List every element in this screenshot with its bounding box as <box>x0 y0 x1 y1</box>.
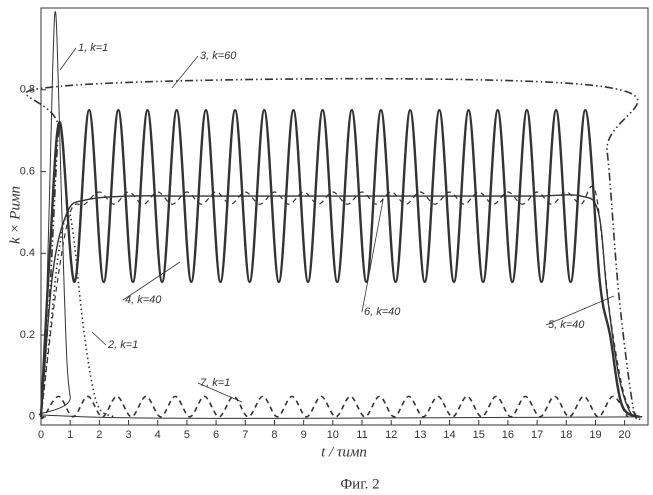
x-tick-label: 19 <box>589 429 601 441</box>
x-tick-label: 9 <box>301 429 307 441</box>
x-tick-label: 1 <box>67 429 73 441</box>
series-line <box>41 212 114 417</box>
x-tick-label: 20 <box>619 429 631 441</box>
chart: t / τимп k × Pимп Фиг. 2 012345678910111… <box>0 0 653 495</box>
series-line <box>41 396 628 418</box>
x-tick-label: 13 <box>414 429 426 441</box>
x-tick-label: 8 <box>271 429 277 441</box>
figure-caption: Фиг. 2 <box>340 476 379 492</box>
x-tick-label: 17 <box>531 429 543 441</box>
x-tick-label: 4 <box>155 429 161 441</box>
x-tick-label: 2 <box>96 429 102 441</box>
y-tick-label: 0.4 <box>20 247 35 259</box>
x-tick-label: 3 <box>125 429 131 441</box>
x-tick-label: 11 <box>356 429 367 441</box>
y-tick-label: 0.6 <box>20 165 35 177</box>
series-annotation: 6, k=40 <box>364 306 401 318</box>
series-annotation: 4, k=40 <box>125 294 162 306</box>
series-annotation: 7, k=1 <box>200 377 230 389</box>
x-tick-label: 5 <box>184 429 190 441</box>
y-tick-label: 0 <box>29 411 35 423</box>
y-axis-label: k × Pимп <box>7 186 23 244</box>
annotation-leader <box>92 332 106 345</box>
x-tick-label: 15 <box>473 429 485 441</box>
x-tick-label: 18 <box>560 429 572 441</box>
y-tick-label: 0.2 <box>20 329 35 341</box>
series-line <box>41 110 639 417</box>
annotation-leader <box>172 56 198 88</box>
x-tick-label: 0 <box>38 429 44 441</box>
series-annotation: 2, k=1 <box>107 339 138 351</box>
series-line <box>39 12 642 419</box>
series-annotation: 3, k=60 <box>200 50 237 62</box>
x-axis-label: t / τимп <box>321 444 367 460</box>
x-tick-label: 6 <box>213 429 219 441</box>
series-annotation: 1, k=1 <box>78 42 108 54</box>
x-tick-label: 12 <box>385 429 397 441</box>
x-tick-label: 10 <box>327 429 339 441</box>
annotation-leader <box>60 48 76 70</box>
x-tick-label: 14 <box>443 429 455 441</box>
x-tick-label: 7 <box>242 429 248 441</box>
x-tick-label: 16 <box>502 429 514 441</box>
series-annotation: 5, k=40 <box>548 319 585 331</box>
